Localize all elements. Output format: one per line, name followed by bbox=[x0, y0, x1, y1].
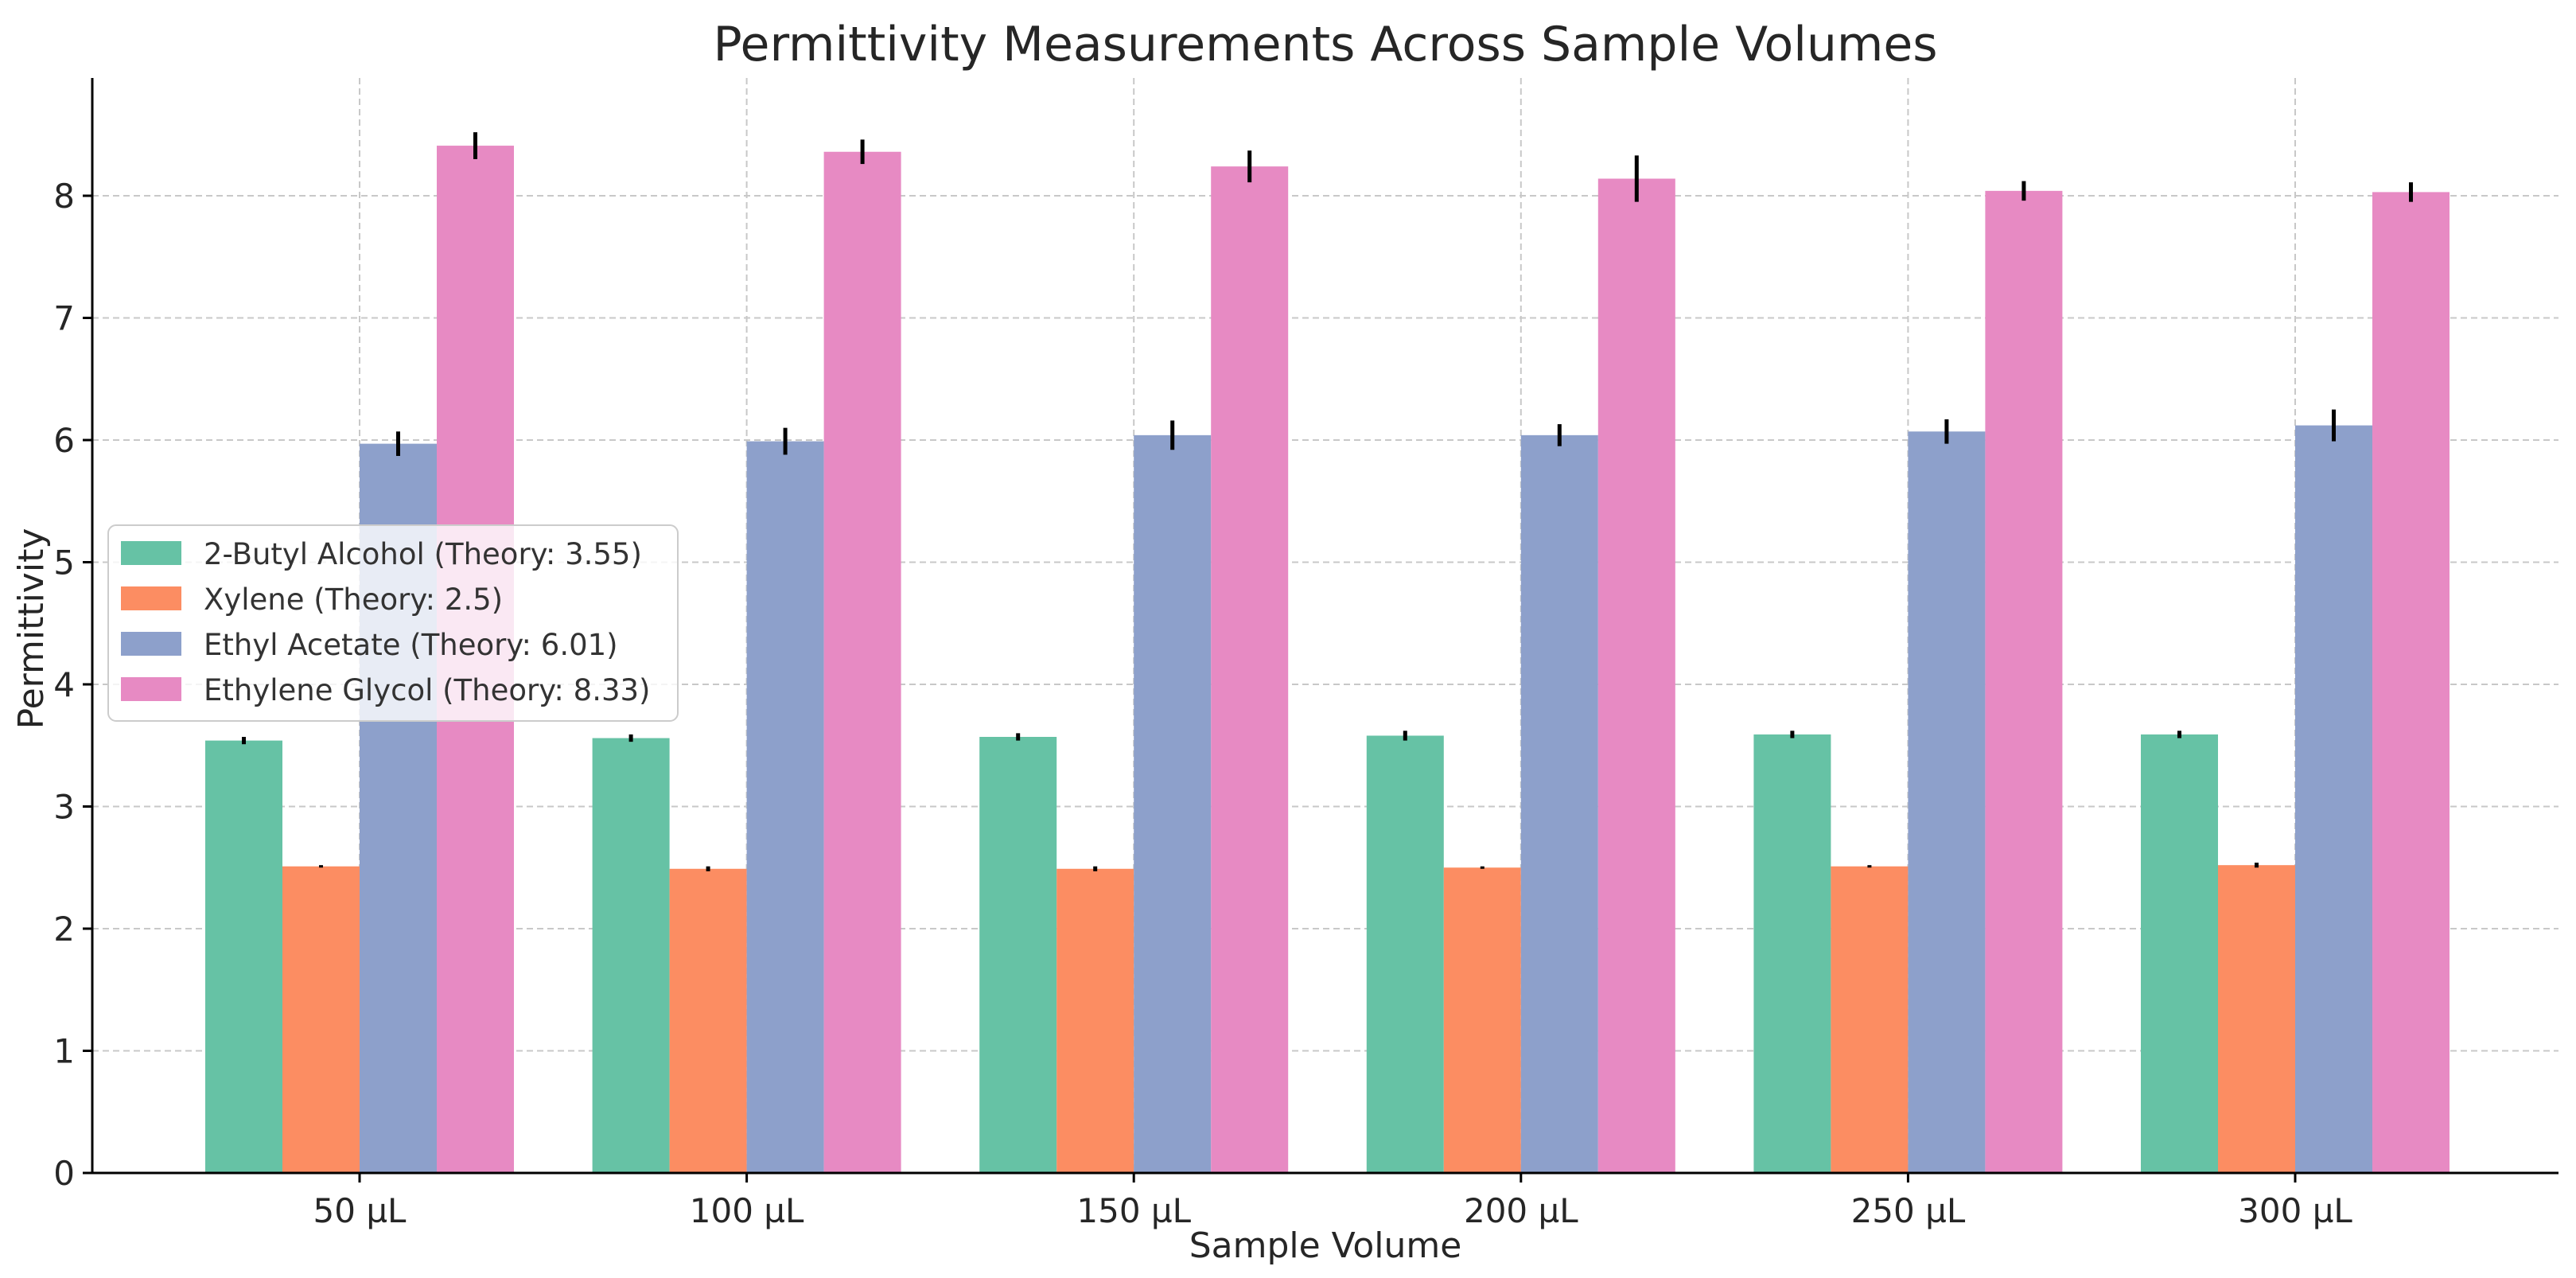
bar bbox=[746, 441, 824, 1173]
x-tick-label: 250 µL bbox=[1851, 1191, 1966, 1230]
bar bbox=[1520, 434, 1598, 1173]
y-axis-label: Permittivity bbox=[11, 528, 52, 730]
y-tick-label: 8 bbox=[53, 177, 75, 216]
chart-title: Permittivity Measurements Across Sample … bbox=[713, 17, 1937, 72]
x-tick-label: 100 µL bbox=[690, 1191, 804, 1230]
bar bbox=[2218, 865, 2295, 1173]
legend-swatch bbox=[121, 677, 181, 701]
legend-swatch bbox=[121, 632, 181, 656]
bar bbox=[1134, 434, 1212, 1173]
error-bars-layer bbox=[242, 132, 2413, 871]
legend: 2-Butyl Alcohol (Theory: 3.55) Xylene (Th… bbox=[107, 524, 679, 722]
bar bbox=[1831, 866, 1909, 1173]
bar bbox=[282, 866, 360, 1173]
y-tick-label: 7 bbox=[53, 299, 75, 338]
x-ticks: 50 µL 100 µL 150 µL 200 µL 250 µL 300 µL bbox=[313, 1173, 2352, 1230]
y-tick-label: 6 bbox=[53, 421, 75, 460]
y-tick-label: 4 bbox=[53, 665, 75, 704]
x-tick-label: 150 µL bbox=[1076, 1191, 1191, 1230]
bar bbox=[1908, 431, 1986, 1173]
y-tick-label: 1 bbox=[53, 1032, 75, 1071]
bar bbox=[2295, 425, 2372, 1173]
bar bbox=[2141, 734, 2218, 1173]
bar bbox=[1597, 178, 1675, 1173]
bar bbox=[669, 868, 747, 1173]
legend-swatch bbox=[121, 541, 181, 565]
y-ticks: 0 1 2 3 4 5 6 7 8 bbox=[53, 177, 92, 1193]
x-axis-label: Sample Volume bbox=[1189, 1225, 1462, 1266]
y-tick-label: 0 bbox=[53, 1154, 75, 1193]
x-tick-label: 200 µL bbox=[1464, 1191, 1578, 1230]
bar bbox=[1366, 735, 1444, 1173]
bar bbox=[1211, 166, 1289, 1173]
bar bbox=[592, 738, 670, 1173]
bar bbox=[205, 740, 282, 1173]
bar bbox=[1056, 868, 1134, 1173]
legend-label: 2-Butyl Alcohol (Theory: 3.55) bbox=[204, 537, 642, 571]
x-tick-label: 300 µL bbox=[2238, 1191, 2352, 1230]
y-tick-label: 5 bbox=[53, 544, 75, 583]
legend-frame bbox=[107, 524, 679, 722]
bar bbox=[979, 737, 1057, 1173]
y-tick-label: 2 bbox=[53, 910, 75, 949]
bar bbox=[1753, 734, 1831, 1173]
x-tick-label: 50 µL bbox=[313, 1191, 407, 1230]
legend-label: Ethylene Glycol (Theory: 8.33) bbox=[204, 673, 650, 707]
bar bbox=[2372, 192, 2450, 1173]
legend-label: Ethyl Acetate (Theory: 6.01) bbox=[204, 628, 618, 662]
legend-swatch bbox=[121, 586, 181, 610]
bar bbox=[1443, 867, 1521, 1173]
y-tick-label: 3 bbox=[53, 788, 75, 827]
bar bbox=[823, 151, 901, 1174]
bar bbox=[1985, 190, 2063, 1174]
legend-label: Xylene (Theory: 2.5) bbox=[204, 583, 503, 617]
